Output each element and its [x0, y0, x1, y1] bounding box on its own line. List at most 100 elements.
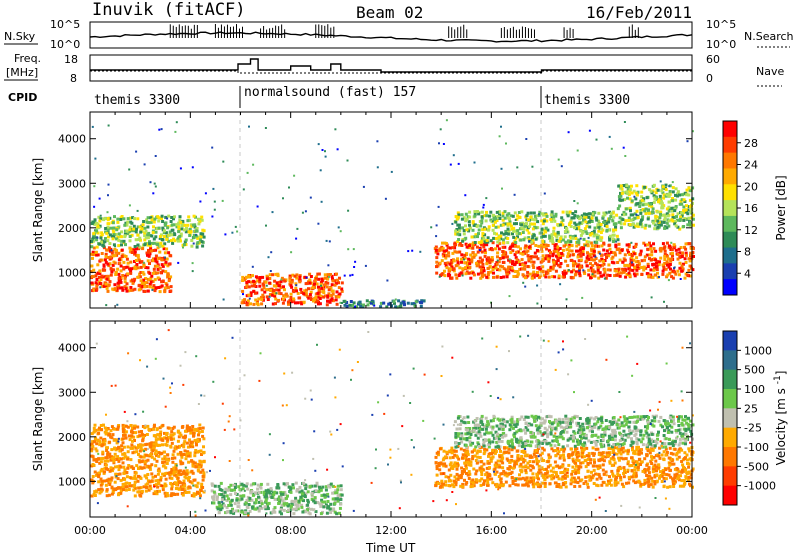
radar-cell	[640, 266, 644, 269]
radar-cell	[593, 240, 597, 244]
radar-cell	[92, 458, 96, 462]
radar-cell-sparse	[337, 226, 340, 229]
radar-cell	[290, 285, 294, 289]
radar-cell	[157, 226, 161, 230]
radar-cell	[320, 494, 324, 498]
radar-cell	[450, 276, 454, 280]
radar-cell	[281, 492, 285, 496]
radar-cell	[495, 463, 499, 467]
radar-cell	[619, 456, 623, 460]
radar-cell	[200, 430, 204, 433]
radar-cell	[591, 271, 595, 275]
radar-cell	[120, 444, 124, 448]
radar-cell	[161, 226, 165, 230]
radar-cell	[121, 452, 125, 456]
radar-cell	[458, 242, 462, 245]
radar-cell	[128, 267, 132, 271]
radar-cell	[546, 271, 550, 275]
radar-cell	[492, 236, 496, 240]
radar-cell	[121, 461, 125, 465]
radar-cell	[137, 486, 141, 490]
radar-cell-sparse	[670, 241, 673, 244]
radar-cell	[149, 249, 153, 253]
radar-cell	[137, 474, 140, 478]
radar-cell	[172, 437, 176, 441]
radar-cell	[362, 303, 366, 307]
radar-cell	[590, 274, 594, 278]
radar-cell	[455, 467, 459, 471]
radar-cell	[460, 217, 464, 221]
radar-cell	[148, 480, 152, 484]
radar-cell	[410, 302, 414, 306]
radar-cell-sparse	[500, 125, 502, 128]
radar-cell	[650, 250, 654, 254]
radar-cell	[152, 249, 156, 252]
radar-cell	[617, 474, 620, 477]
radar-cell	[597, 219, 601, 223]
radar-cell	[190, 481, 194, 485]
radar-cell	[269, 487, 273, 491]
radar-cell	[101, 450, 105, 454]
radar-cell	[104, 463, 108, 467]
radar-cell	[91, 253, 95, 256]
radar-cell	[677, 247, 681, 251]
radar-cell	[453, 461, 457, 465]
radar-cell	[254, 491, 258, 495]
radar-cell	[669, 257, 673, 261]
radar-cell	[521, 252, 525, 256]
radar-cell	[152, 271, 155, 275]
radar-cell	[138, 245, 142, 249]
radar-cell	[98, 269, 102, 273]
radar-cell-sparse	[435, 235, 438, 238]
radar-cell	[98, 426, 101, 430]
radar-cell	[139, 271, 143, 274]
radar-cell	[486, 267, 490, 270]
radar-cell	[198, 220, 202, 224]
radar-cell	[585, 215, 589, 219]
radar-cell	[601, 451, 605, 455]
radar-cell	[655, 215, 659, 219]
radar-cell	[561, 210, 565, 214]
radar-cell	[495, 261, 499, 265]
radar-cell	[196, 450, 200, 454]
radar-cell-sparse	[128, 231, 131, 234]
radar-cell	[442, 249, 446, 253]
radar-cell	[233, 486, 237, 489]
radar-cell	[170, 487, 174, 491]
radar-cell	[199, 489, 203, 492]
radar-cell	[490, 258, 494, 262]
radar-cell	[458, 229, 462, 233]
radar-cell	[161, 264, 165, 268]
radar-cell	[574, 210, 578, 214]
radar-cell	[141, 247, 145, 251]
radar-cell	[485, 214, 489, 218]
radar-cell	[164, 221, 168, 225]
radar-cell	[634, 224, 638, 228]
radar-cell	[232, 483, 236, 487]
radar-cell	[621, 450, 625, 454]
radar-cell	[587, 212, 591, 216]
radar-cell	[263, 505, 267, 509]
freq-label-2: [MHz]	[6, 66, 38, 79]
radar-cell-sparse	[584, 244, 587, 247]
radar-cell	[619, 452, 623, 456]
radar-cell	[94, 489, 98, 493]
radar-cell	[247, 280, 251, 284]
radar-cell	[608, 247, 612, 251]
radar-cell	[240, 510, 244, 514]
radar-cell	[533, 218, 537, 222]
radar-cell	[470, 235, 474, 239]
radar-cell	[671, 190, 675, 194]
radar-cell	[249, 302, 252, 306]
radar-cell	[235, 497, 239, 501]
radar-cell	[662, 450, 666, 454]
radar-cell	[111, 254, 115, 258]
radar-cell	[91, 220, 95, 224]
radar-cell-sparse	[107, 194, 109, 197]
radar-cell	[112, 459, 116, 463]
radar-cell	[630, 256, 634, 260]
radar-cell	[548, 236, 552, 240]
radar-cell	[175, 225, 179, 229]
radar-cell	[189, 230, 193, 234]
radar-cell	[686, 462, 689, 465]
